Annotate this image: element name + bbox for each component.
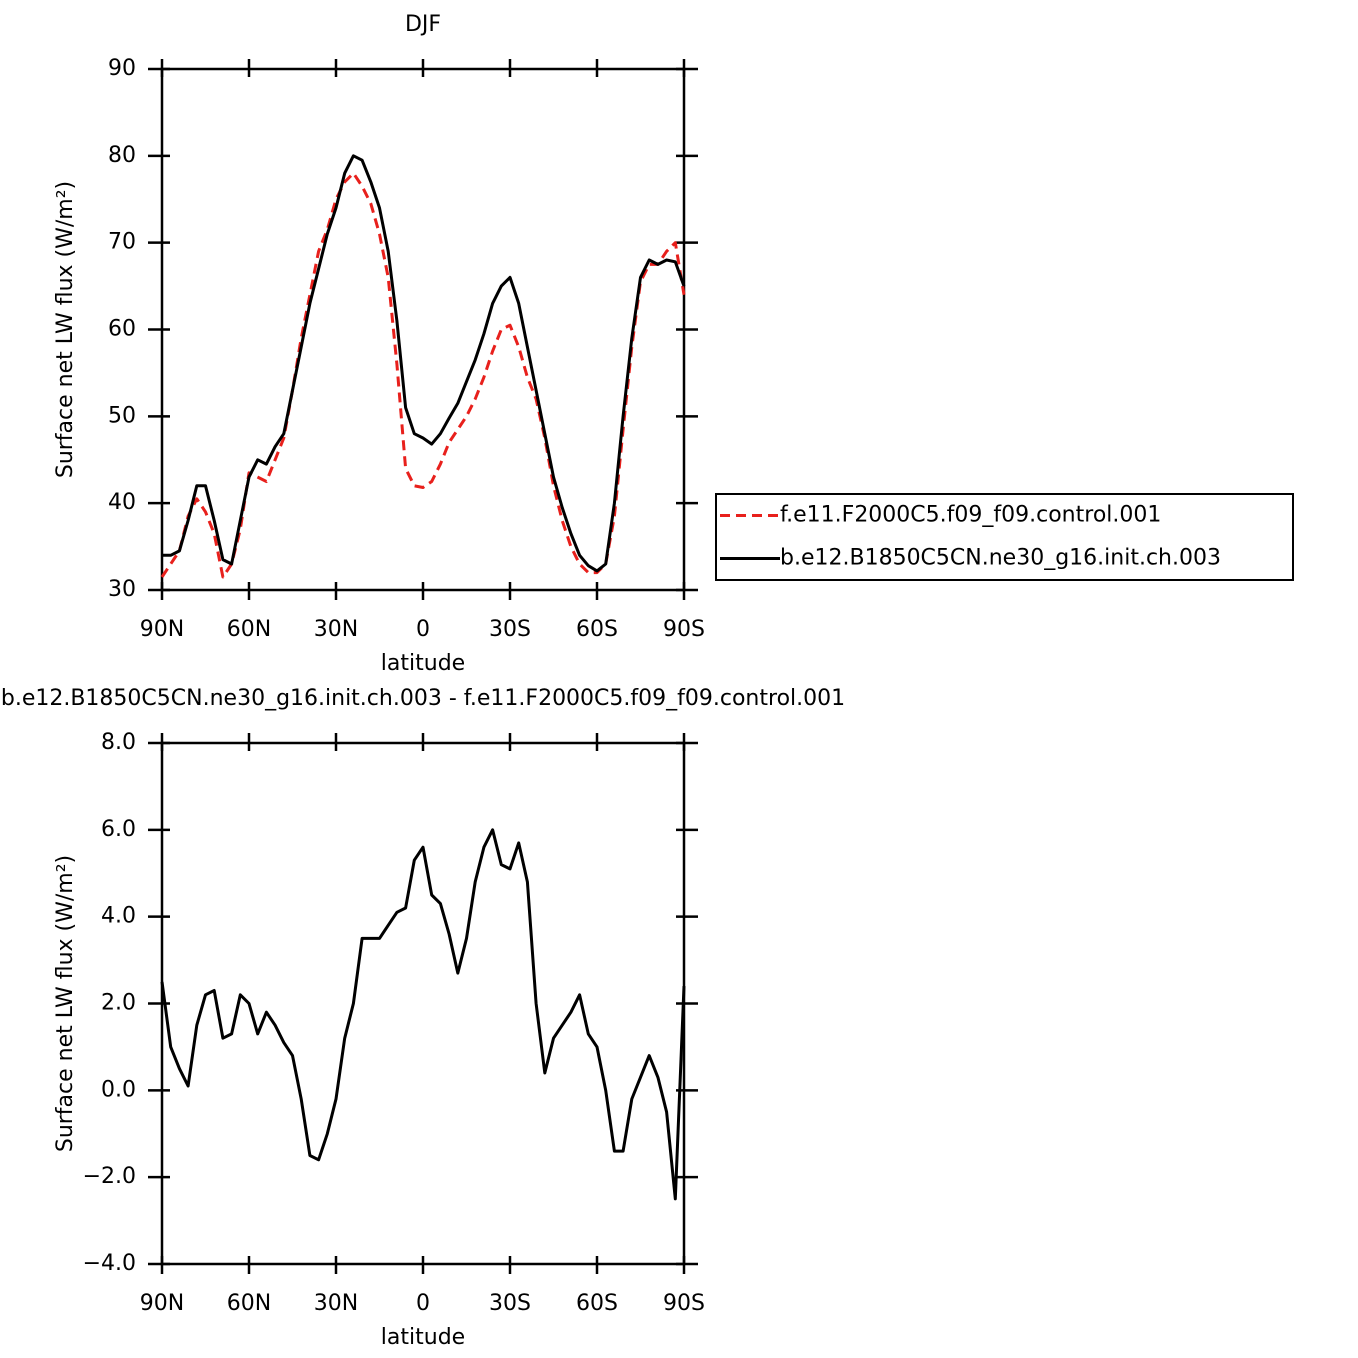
y-tick-label: 4.0 — [101, 904, 136, 929]
x-tick-label: 30N — [314, 617, 358, 642]
y-tick-label: 40 — [108, 490, 136, 515]
y-tick-label: 8.0 — [101, 730, 136, 755]
plot-frame — [160, 741, 686, 1266]
x-tick-label: 60N — [227, 1291, 271, 1316]
legend-label: f.e11.F2000C5.f09_f09.control.001 — [780, 503, 1161, 528]
x-tick-label: 30S — [489, 617, 531, 642]
x-tick-label: 30S — [489, 1291, 531, 1316]
y-tick-label: 90 — [108, 56, 136, 81]
x-tick-label: 0 — [416, 1291, 430, 1316]
y-tick-label: −4.0 — [83, 1251, 136, 1276]
x-tick-label: 30N — [314, 1291, 358, 1316]
x-tick-label: 60S — [576, 617, 618, 642]
y-tick-label: 2.0 — [101, 991, 136, 1016]
x-axis-label: latitude — [381, 1325, 465, 1350]
y-axis-label: Surface net LW flux (W/m²) — [53, 181, 78, 478]
series-line — [160, 171, 686, 579]
y-tick-label: 80 — [108, 143, 136, 168]
legend-label: b.e12.B1850C5CN.ne30_g16.init.ch.003 — [780, 546, 1221, 571]
series-line — [162, 154, 686, 573]
y-tick-label: 0.0 — [101, 1077, 136, 1102]
x-tick-label: 90S — [663, 617, 705, 642]
y-tick-label: 60 — [108, 317, 136, 342]
chart-title: DJF — [405, 12, 441, 37]
x-axis-label: latitude — [381, 651, 465, 676]
y-tick-label: 70 — [108, 230, 136, 255]
x-tick-label: 60S — [576, 1291, 618, 1316]
chart-title: b.e12.B1850C5CN.ne30_g16.init.ch.003 - f… — [1, 686, 845, 711]
x-tick-label: 90N — [140, 1291, 184, 1316]
y-tick-label: 6.0 — [101, 817, 136, 842]
x-tick-label: 60N — [227, 617, 271, 642]
legend-box — [715, 493, 1294, 581]
plot-frame — [160, 67, 686, 592]
y-tick-label: 30 — [108, 577, 136, 602]
x-tick-label: 90S — [663, 1291, 705, 1316]
y-tick-label: −2.0 — [83, 1164, 136, 1189]
x-tick-label: 90N — [140, 617, 184, 642]
x-tick-label: 0 — [416, 617, 430, 642]
y-axis-label: Surface net LW flux (W/m²) — [53, 855, 78, 1152]
series-line — [160, 828, 686, 1201]
y-tick-label: 50 — [108, 403, 136, 428]
